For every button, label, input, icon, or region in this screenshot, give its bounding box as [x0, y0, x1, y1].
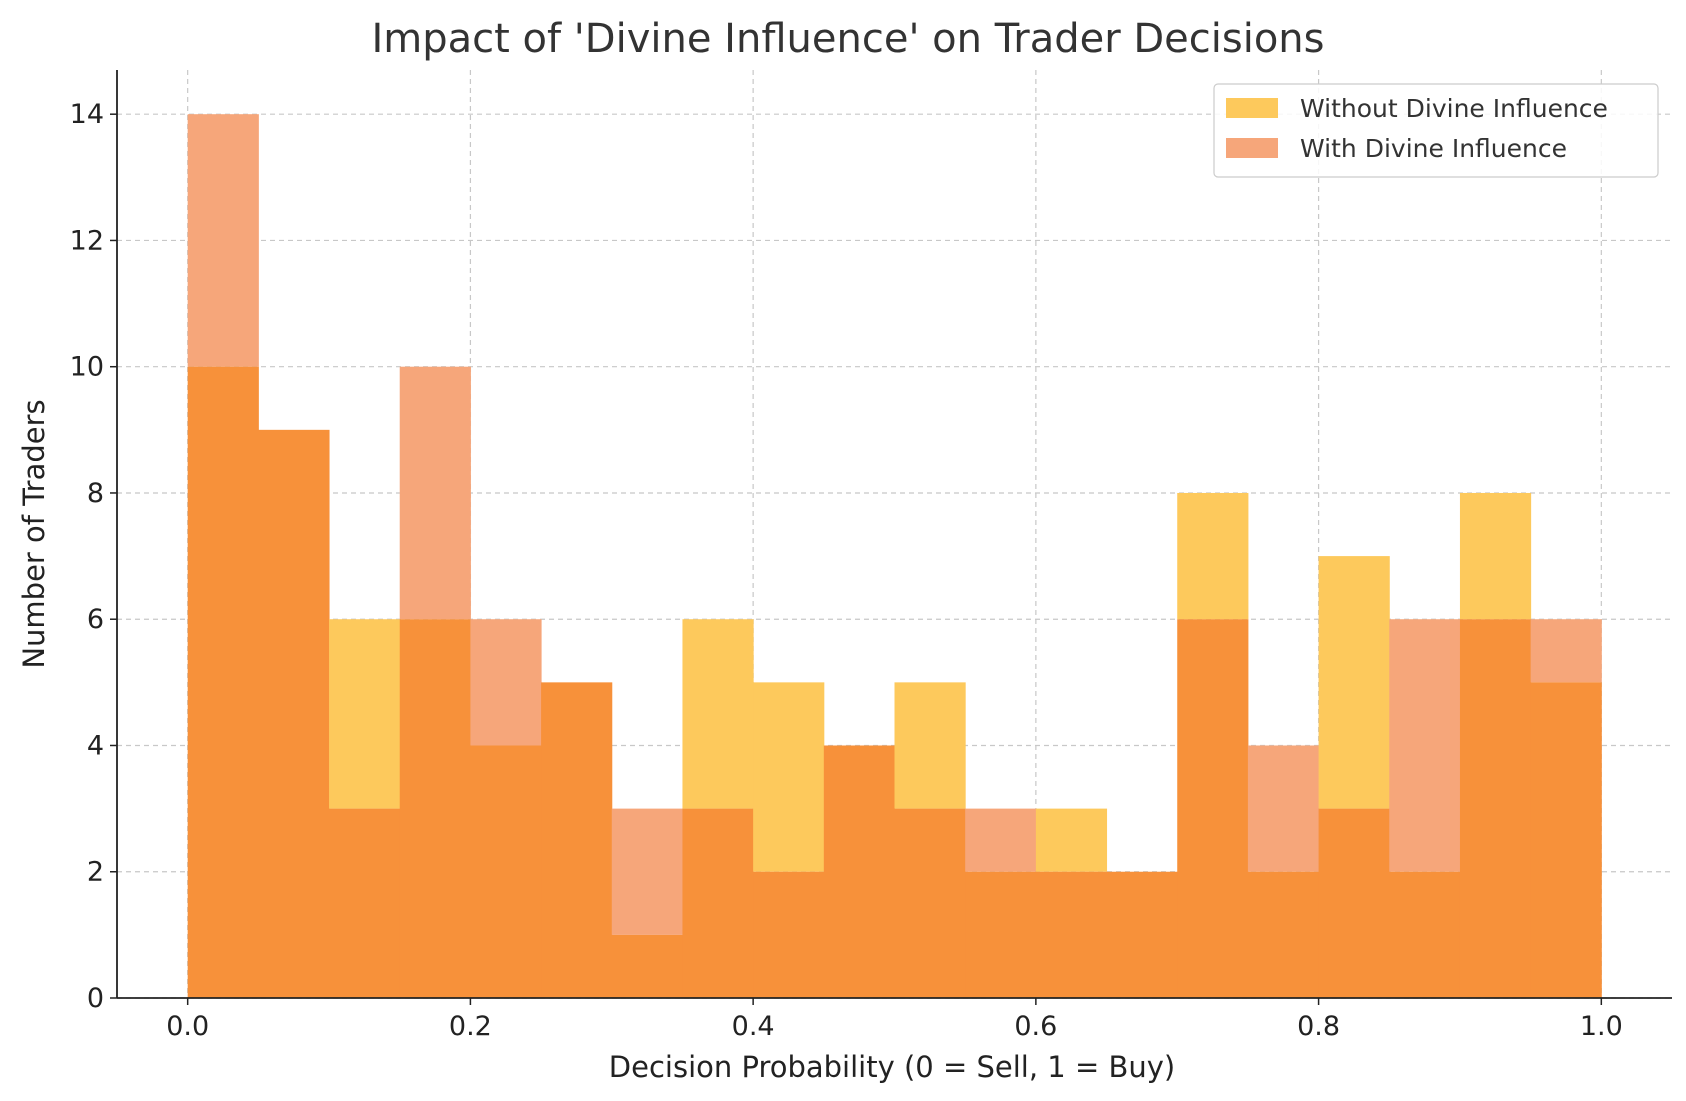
axes	[110, 70, 1672, 1005]
chart-title: Impact of 'Divine Influence' on Trader D…	[371, 16, 1324, 62]
bar-overlap-bin-6	[611, 934, 683, 998]
x-tick-label-4: 0.8	[1297, 1011, 1340, 1042]
bar-overlap-bin-19	[1530, 682, 1602, 998]
bar-upper-bin-17	[1389, 619, 1461, 872]
bar-overlap-bin-18	[1459, 619, 1532, 998]
bar-overlap-bin-5	[541, 682, 613, 998]
legend-swatch-1	[1226, 138, 1278, 158]
bar-upper-bin-15	[1247, 745, 1320, 872]
x-tick-label-5: 1.0	[1580, 1011, 1623, 1042]
y-tick-label-1: 2	[87, 857, 104, 888]
x-tick-label-0: 0.0	[166, 1011, 209, 1042]
legend-label-0: Without Divine Influence	[1300, 94, 1608, 123]
bar-overlap-bin-8	[753, 871, 825, 998]
x-tick-label-3: 0.6	[1014, 1011, 1057, 1042]
bar-overlap-bin-14	[1177, 619, 1249, 998]
bar-overlap-bin-4	[470, 745, 542, 998]
bar-overlap-bin-12	[1035, 871, 1108, 998]
bar-upper-bin-19	[1530, 619, 1602, 683]
legend-swatch-0	[1226, 98, 1278, 118]
bar-overlap-bin-11	[965, 871, 1037, 998]
bar-upper-bin-0	[187, 114, 259, 367]
y-tick-label-6: 12	[70, 225, 104, 256]
legend-box	[1213, 83, 1659, 178]
histogram-bars	[187, 114, 1602, 998]
tick-labels: 0.0 0.2 0.4 0.6 0.8 1.0 0 2 4 6 8 10 12 14	[70, 99, 1623, 1042]
legend-label-1: With Divine Influence	[1300, 134, 1567, 163]
bar-upper-bin-12	[1035, 808, 1108, 872]
bar-overlap-bin-3	[399, 619, 471, 998]
bar-overlap-bin-13	[1106, 871, 1178, 998]
bar-overlap-bin-9	[823, 745, 895, 998]
bar-upper-bin-16	[1318, 556, 1390, 809]
bar-upper-bin-3	[399, 366, 471, 620]
y-tick-label-4: 8	[87, 478, 104, 509]
bar-upper-bin-14	[1177, 492, 1249, 620]
bar-upper-bin-6	[611, 808, 683, 935]
x-axis-label: Decision Probability (0 = Sell, 1 = Buy)	[609, 1050, 1175, 1084]
x-tick-label-2: 0.4	[732, 1011, 775, 1042]
bar-overlap-bin-16	[1318, 808, 1390, 998]
y-tick-label-0: 0	[87, 983, 104, 1014]
bar-overlap-bin-10	[894, 808, 966, 998]
y-tick-label-5: 10	[70, 352, 104, 383]
bar-upper-bin-10	[894, 682, 966, 809]
bar-upper-bin-11	[965, 808, 1037, 872]
bar-upper-bin-18	[1459, 492, 1532, 620]
bar-overlap-bin-17	[1389, 871, 1461, 998]
bar-overlap-bin-2	[329, 808, 401, 998]
y-tick-label-2: 4	[87, 730, 104, 761]
bar-upper-bin-2	[329, 619, 401, 809]
y-tick-label-3: 6	[87, 604, 104, 635]
bar-overlap-bin-1	[258, 429, 330, 998]
legend: Without Divine Influence With Divine Infl…	[1213, 83, 1659, 178]
bar-upper-bin-7	[682, 619, 754, 809]
bar-upper-bin-8	[753, 682, 825, 872]
bar-overlap-bin-7	[682, 808, 754, 998]
y-tick-label-7: 14	[70, 99, 104, 130]
bar-upper-bin-4	[470, 619, 542, 746]
bar-overlap-bin-15	[1247, 871, 1320, 998]
y-axis-label: Number of Traders	[17, 399, 51, 668]
bar-overlap-bin-0	[187, 366, 259, 998]
x-tick-label-1: 0.2	[449, 1011, 492, 1042]
